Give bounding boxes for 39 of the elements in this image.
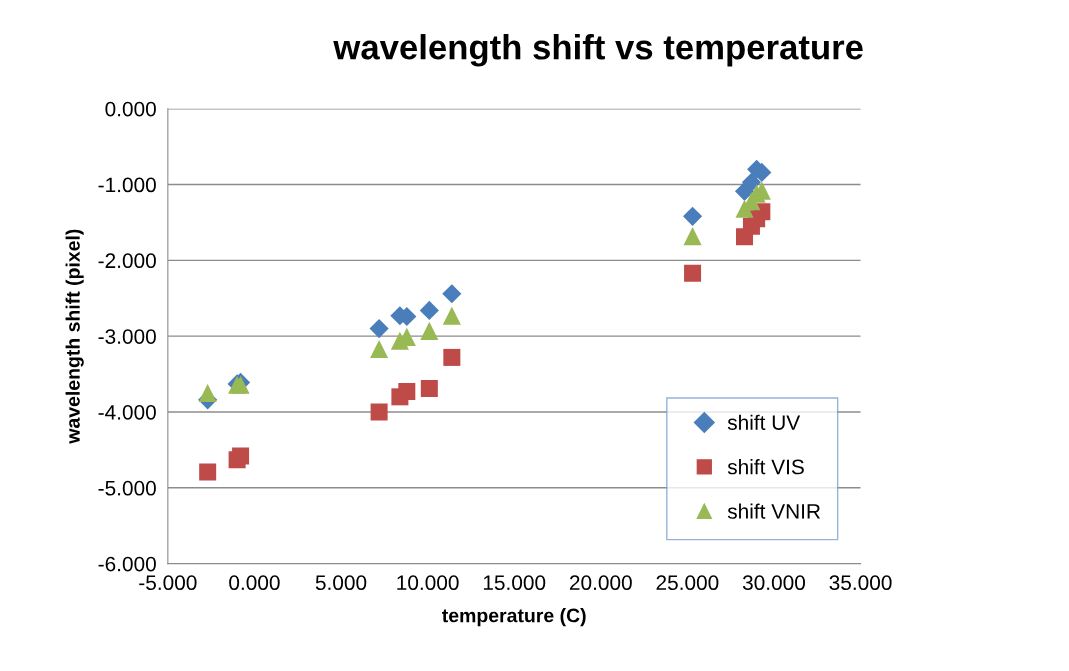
point <box>232 447 250 465</box>
x-tick-label: 25.000 <box>656 575 719 591</box>
point <box>684 264 702 282</box>
x-tick-label: -5.000 <box>139 575 197 591</box>
y-tick-label: -6.000 <box>98 556 156 572</box>
point <box>443 348 461 366</box>
y-tick-label: -4.000 <box>98 405 156 420</box>
point <box>442 306 461 325</box>
x-tick-label: 10.000 <box>397 575 459 591</box>
point <box>420 379 438 397</box>
x-tick-label: 20.000 <box>569 575 632 591</box>
y-tick-label: -1.000 <box>98 177 156 193</box>
point <box>420 321 439 340</box>
point <box>398 383 416 401</box>
point <box>198 383 217 403</box>
point <box>370 340 389 359</box>
point <box>683 227 702 246</box>
point <box>369 319 389 339</box>
x-tick-label: 15.000 <box>483 575 546 591</box>
legend-label: shift VNIR <box>727 503 821 519</box>
y-tick-label: 0.000 <box>105 101 156 117</box>
x-axis-title: temperature (C) <box>442 608 586 627</box>
chart-title: wavelength shift vs temperature <box>333 34 863 67</box>
x-tick-label: 35.000 <box>829 575 892 591</box>
y-tick-label: -5.000 <box>98 480 156 496</box>
y-tick-label: -2.000 <box>98 253 156 269</box>
legend-label: shift UV <box>727 414 801 430</box>
y-tick-label: -3.000 <box>98 329 156 344</box>
point <box>682 206 703 226</box>
point <box>442 284 462 304</box>
point <box>370 403 388 421</box>
x-tick-label: 5.000 <box>315 575 367 591</box>
point <box>419 300 439 320</box>
x-tick-label: 0.000 <box>229 575 280 591</box>
point <box>199 463 217 481</box>
legend-label: shift VIS <box>727 459 804 475</box>
y-axis-title: wavelength shift (pixel) <box>65 229 84 444</box>
point <box>741 172 762 192</box>
x-tick-label: 30.000 <box>742 575 805 591</box>
